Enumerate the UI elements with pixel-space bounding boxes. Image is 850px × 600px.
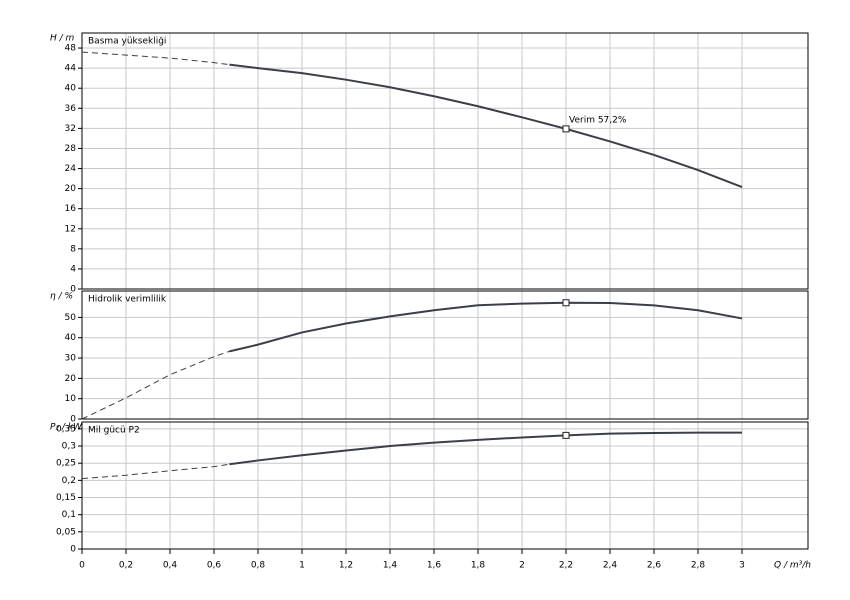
- x-tick-label: 2,4: [603, 561, 618, 571]
- x-tick-label: 1,2: [339, 561, 353, 571]
- curve: [81, 350, 230, 420]
- y-tick-label: 40: [65, 84, 77, 94]
- y-tick-label: 8: [70, 244, 76, 254]
- x-tick-label: 1,8: [471, 561, 486, 571]
- y-tick-label: 30: [65, 354, 77, 364]
- y-tick-label: 50: [65, 313, 77, 323]
- panel-frame: [81, 421, 809, 550]
- y-tick-label: 0: [70, 415, 76, 425]
- x-tick-label: 0,6: [207, 561, 222, 571]
- x-tick-label: 0: [79, 561, 85, 571]
- x-tick-label: 2: [519, 561, 525, 571]
- y-tick-label: 16: [65, 204, 77, 214]
- y-tick-label: 0,2: [62, 476, 76, 486]
- annotation: Verim 57,2%: [569, 115, 627, 125]
- y-tick-label: 36: [65, 104, 77, 114]
- curve: [81, 51, 230, 66]
- x-tick-label: 2,6: [647, 561, 662, 571]
- y-tick-label: 32: [65, 124, 76, 134]
- x-tick-label: 2,2: [559, 561, 573, 571]
- curve: [81, 463, 230, 480]
- y-tick-label: 44: [65, 64, 77, 74]
- y-tick-label: 28: [65, 144, 77, 154]
- curve: [229, 63, 743, 189]
- y-tick-label: 40: [65, 333, 77, 343]
- panel-label: Basma yüksekliği: [88, 37, 166, 47]
- x-tick-label: 1,4: [383, 561, 398, 571]
- y-tick-label: 0,35: [56, 424, 76, 434]
- y-tick-label: 10: [65, 394, 77, 404]
- curve: [229, 431, 742, 466]
- y-tick-label: 0: [70, 285, 76, 295]
- y-tick-label: 0,3: [62, 442, 76, 452]
- panel-label: Hidrolik verimlilik: [88, 295, 167, 305]
- x-tick-label: 0,4: [163, 561, 178, 571]
- panel-frame: [81, 290, 809, 420]
- x-tick-label: 3: [739, 561, 745, 571]
- y-tick-label: 0,25: [56, 459, 76, 469]
- y-tick-label: 24: [65, 164, 77, 174]
- panel-frame: [81, 32, 809, 290]
- y-tick-label: 0: [70, 545, 76, 555]
- panel-label: Mil gücü P2: [88, 426, 140, 436]
- x-tick-label: 1,6: [427, 561, 442, 571]
- y-axis-label: P₂ / kW: [50, 423, 83, 433]
- y-axis-label: H / m: [50, 34, 75, 44]
- y-tick-label: 12: [65, 224, 76, 234]
- x-tick-label: 1: [299, 561, 305, 571]
- curve: [229, 301, 743, 353]
- x-tick-label: 0,8: [251, 561, 266, 571]
- y-tick-label: 0,1: [62, 510, 76, 520]
- y-tick-label: 0,15: [56, 493, 76, 503]
- x-tick-label: 2,8: [691, 561, 706, 571]
- x-tick-label: 0,2: [119, 561, 133, 571]
- y-tick-label: 4: [70, 264, 76, 274]
- operating-point: [562, 299, 570, 307]
- y-tick-label: 0,05: [56, 527, 76, 537]
- x-axis-label: Q / m³/h: [774, 561, 811, 571]
- y-tick-label: 48: [65, 44, 77, 54]
- y-tick-label: 20: [65, 374, 77, 384]
- operating-point: [562, 431, 570, 439]
- y-axis-label: η / %: [50, 292, 73, 302]
- y-tick-label: 20: [65, 184, 77, 194]
- operating-point: [562, 125, 570, 133]
